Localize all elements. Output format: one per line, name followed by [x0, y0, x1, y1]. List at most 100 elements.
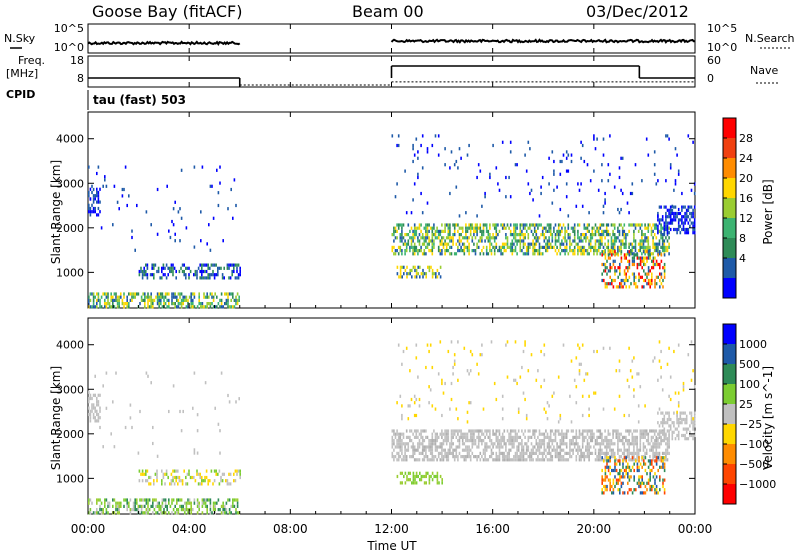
heatmap-cell — [689, 205, 691, 209]
heatmap-cell — [605, 226, 608, 230]
heatmap-cell — [633, 388, 635, 392]
heatmap-cell — [409, 471, 411, 475]
heatmap-cell — [513, 445, 515, 449]
heatmap-cell — [565, 245, 568, 249]
heatmap-cell — [690, 414, 693, 418]
heatmap-cell — [393, 229, 395, 233]
heatmap-cell — [651, 275, 653, 279]
heatmap-cell — [425, 471, 427, 475]
heatmap-cell — [650, 435, 653, 439]
heatmap-cell — [161, 292, 164, 296]
heatmap-cell — [97, 200, 100, 204]
heatmap-cell — [412, 245, 414, 249]
heatmap-cell — [429, 442, 432, 446]
heatmap-cell — [399, 245, 402, 249]
heatmap-cell — [511, 442, 514, 446]
heatmap-cell — [543, 245, 546, 249]
heatmap-cell — [649, 282, 651, 286]
heatmap-cell — [684, 215, 686, 219]
heatmap-cell — [147, 498, 149, 502]
heatmap-cell — [441, 445, 443, 449]
heatmap-cell — [220, 292, 223, 296]
heatmap-cell — [233, 178, 236, 182]
heatmap-cell — [659, 475, 661, 479]
heatmap-cell — [228, 482, 230, 486]
heatmap-cell — [198, 295, 200, 299]
heatmap-cell — [484, 458, 486, 462]
heatmap-cell — [445, 458, 448, 462]
heatmap-cell — [620, 455, 622, 459]
heatmap-cell — [543, 343, 546, 347]
heatmap-cell — [618, 249, 621, 253]
heatmap-cell — [166, 504, 168, 508]
heatmap-cell — [660, 205, 662, 209]
heatmap-cell — [639, 481, 642, 485]
heatmap-cell — [594, 233, 597, 237]
heatmap-cell — [588, 223, 590, 227]
heatmap-cell — [517, 233, 520, 237]
heatmap-cell — [94, 194, 96, 198]
heatmap-cell — [405, 233, 408, 237]
heatmap-cell — [564, 458, 566, 462]
heatmap-cell — [150, 223, 152, 227]
heatmap-cell — [586, 223, 589, 227]
heatmap-cell — [466, 229, 469, 233]
heatmap-cell — [647, 239, 650, 243]
heatmap-cell — [607, 465, 610, 469]
heatmap-cell — [393, 233, 395, 237]
heatmap-cell — [522, 245, 525, 249]
heatmap-cell — [633, 275, 635, 279]
heatmap-cell — [174, 292, 176, 296]
heatmap-cell — [433, 245, 435, 249]
heatmap-cell — [219, 165, 221, 169]
heatmap-cell — [104, 175, 106, 179]
heatmap-cell — [641, 491, 643, 495]
heatmap-cell — [654, 481, 656, 485]
heatmap-cell — [639, 242, 642, 246]
heatmap-cell — [633, 455, 635, 459]
heatmap-cell — [107, 298, 109, 302]
heatmap-cell — [171, 498, 173, 502]
heatmap-cell — [525, 229, 528, 233]
heatmap-cell — [535, 378, 538, 382]
heatmap-cell — [142, 511, 144, 515]
heatmap-cell — [500, 245, 502, 249]
heatmap-cell — [457, 245, 459, 249]
heatmap-cell — [457, 239, 459, 243]
heatmap-cell — [461, 249, 464, 253]
heatmap-cell — [471, 249, 474, 253]
heatmap-cell — [599, 252, 602, 256]
heatmap-cell — [193, 501, 196, 505]
heatmap-cell — [593, 245, 595, 249]
heatmap-cell — [206, 498, 208, 502]
heatmap-cell — [430, 474, 432, 479]
heatmap-cell — [625, 275, 627, 279]
heatmap-cell — [692, 417, 694, 421]
heatmap-cell — [505, 455, 507, 459]
heatmap-cell — [607, 445, 610, 449]
heatmap-cell — [105, 371, 108, 375]
heatmap-cell — [684, 411, 686, 415]
colorbar-tick-label: 20 — [739, 172, 753, 185]
heatmap-cell — [498, 448, 501, 452]
heatmap-cell — [162, 273, 165, 277]
heatmap-cell — [676, 410, 678, 414]
heatmap-cell — [524, 153, 526, 157]
heatmap-cell — [631, 245, 634, 249]
heatmap-cell — [637, 451, 640, 455]
heatmap-cell — [655, 259, 658, 263]
heatmap-cell — [445, 429, 448, 433]
heatmap-cell — [463, 249, 466, 253]
heatmap-cell — [565, 249, 568, 253]
heatmap-cell — [461, 435, 464, 439]
heatmap-cell — [663, 465, 666, 469]
heatmap-cell — [537, 442, 539, 446]
heatmap-cell — [643, 459, 645, 463]
heatmap-cell — [199, 269, 201, 274]
heatmap-cell — [458, 249, 461, 253]
heatmap-cell — [668, 221, 670, 225]
heatmap-cell — [654, 262, 656, 267]
heatmap-cell — [665, 221, 667, 225]
heatmap-cell — [601, 179, 603, 183]
